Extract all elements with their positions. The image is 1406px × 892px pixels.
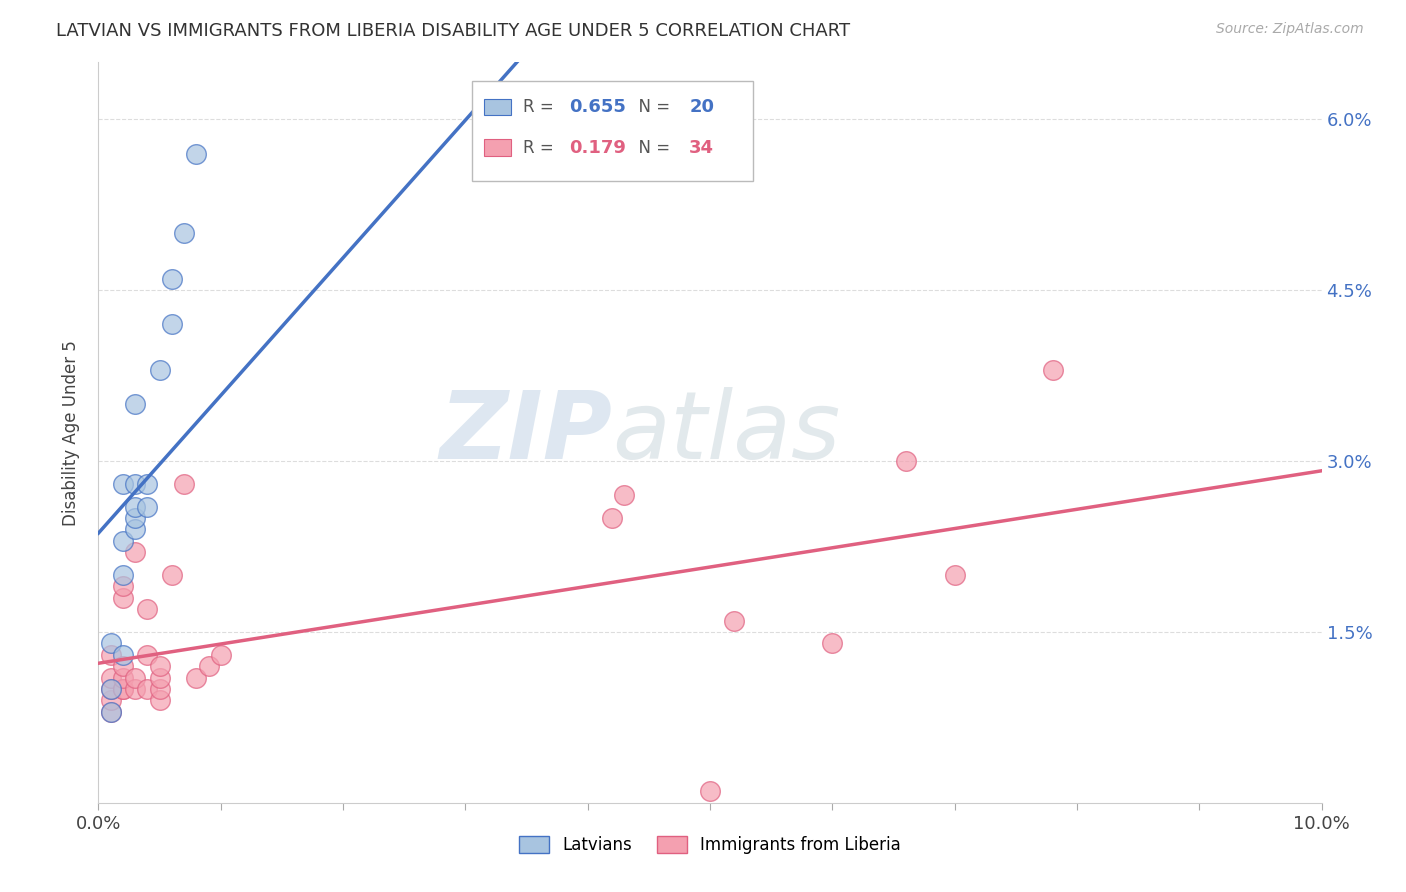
Point [124,681,146,696]
Point [136,648,159,662]
Point [197,659,219,673]
Point [723,614,745,628]
Text: atlas: atlas [612,387,841,478]
Text: Source: ZipAtlas.com: Source: ZipAtlas.com [1216,22,1364,37]
Point [186,146,208,161]
Point [111,648,134,662]
Point [943,568,966,582]
Point [100,648,122,662]
Point [160,272,183,286]
Point [124,671,146,685]
Point [186,671,208,685]
Point [124,511,146,525]
Point [111,533,134,548]
Point [100,705,122,719]
Legend: Latvians, Immigrants from Liberia: Latvians, Immigrants from Liberia [512,830,908,861]
Text: 0.179: 0.179 [569,138,626,157]
Point [173,476,195,491]
Point [209,648,232,662]
Point [100,671,122,685]
Point [136,602,159,616]
Text: 34: 34 [689,138,714,157]
Point [160,318,183,332]
Point [100,681,122,696]
Point [600,511,623,525]
Point [124,476,146,491]
Point [149,681,172,696]
Point [149,693,172,707]
Point [149,671,172,685]
Bar [484,99,510,115]
Point [124,500,146,514]
Point [100,693,122,707]
Point [173,227,195,241]
Point [124,397,146,411]
Point [149,363,172,377]
Bar [484,139,510,156]
Point [111,476,134,491]
Text: R =: R = [523,98,558,116]
Point [124,545,146,559]
Point [136,681,159,696]
Point [111,579,134,593]
Text: R =: R = [523,138,558,157]
Point [699,784,721,798]
Point [613,488,636,502]
Point [540,146,562,161]
FancyBboxPatch shape [471,81,752,181]
Point [100,636,122,650]
Point [160,568,183,582]
Point [100,681,122,696]
Point [111,681,134,696]
Y-axis label: Disability Age Under 5: Disability Age Under 5 [62,340,80,525]
Point [100,705,122,719]
Text: ZIP: ZIP [439,386,612,479]
Point [821,636,844,650]
Point [136,500,159,514]
Point [894,454,917,468]
Point [136,476,159,491]
Point [111,681,134,696]
Text: 20: 20 [689,98,714,116]
Text: 0.655: 0.655 [569,98,626,116]
Text: LATVIAN VS IMMIGRANTS FROM LIBERIA DISABILITY AGE UNDER 5 CORRELATION CHART: LATVIAN VS IMMIGRANTS FROM LIBERIA DISAB… [56,22,851,40]
Point [124,523,146,537]
Point [111,591,134,605]
Point [1042,363,1064,377]
Point [111,659,134,673]
Point [111,671,134,685]
Text: N =: N = [628,98,675,116]
Point [111,568,134,582]
Text: N =: N = [628,138,675,157]
Point [149,659,172,673]
